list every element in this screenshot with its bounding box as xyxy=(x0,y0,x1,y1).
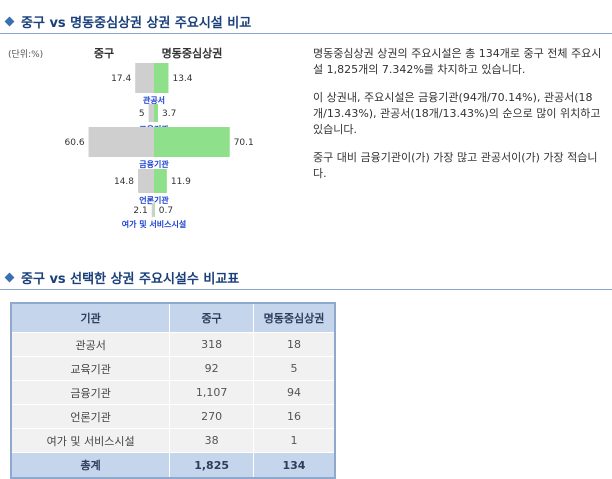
section-title-text: 중구 vs 명동중심상권 상권 주요시설 비교 xyxy=(21,16,252,31)
category-label: 언론기관 xyxy=(139,195,169,205)
table-header-row: 기관 중구 명동중심상권 xyxy=(10,302,336,333)
value-label-junggu: 17.4 xyxy=(111,74,131,84)
description-paragraph-2: 이 상권내, 주요시설은 금융기관(94개/70.14%), 관공서(18개/1… xyxy=(313,91,601,136)
total-district: 134 xyxy=(253,452,336,479)
cell-institution: 교육기관 xyxy=(11,356,171,381)
cell-junggu: 38 xyxy=(169,428,254,453)
bar-district xyxy=(154,63,169,93)
cell-junggu: 1,107 xyxy=(169,380,254,405)
cell-institution: 관공서 xyxy=(11,332,171,357)
cell-district: 1 xyxy=(253,428,336,453)
cell-district: 16 xyxy=(253,404,336,429)
value-label-district: 70.1 xyxy=(234,138,254,148)
cell-junggu: 318 xyxy=(169,332,254,357)
cell-district: 94 xyxy=(253,380,336,405)
table-row: 교육기관 92 5 xyxy=(11,356,336,381)
section-title-text: 중구 vs 선택한 상권 주요시설수 비교표 xyxy=(21,272,240,287)
category-label: 여가 및 서비스시설 xyxy=(122,219,186,228)
unit-label: (단위:%) xyxy=(8,49,43,60)
cell-institution: 금융기관 xyxy=(11,380,171,405)
description-paragraph-3: 중구 대비 금융기관이(가) 가장 많고 관공서이(가) 가장 적습니다. xyxy=(313,151,598,180)
bar-junggu xyxy=(151,203,154,217)
bar-district xyxy=(154,127,230,157)
header-cell-district: 명동중심상권 xyxy=(252,302,336,333)
section-divider xyxy=(0,33,612,34)
value-label-district: 11.9 xyxy=(171,177,191,187)
bar-district xyxy=(154,104,158,122)
value-label-junggu: 14.8 xyxy=(114,177,134,187)
cell-institution: 언론기관 xyxy=(11,404,171,429)
bar-district xyxy=(154,169,167,193)
cell-junggu: 92 xyxy=(169,356,254,381)
left-series-header: 중구 xyxy=(94,47,114,60)
butterfly-bar-chart: (단위:%) 중구 명동중심상권 17.413.4관공서53.7교육기관60.6… xyxy=(8,46,254,228)
value-label-district: 0.7 xyxy=(159,206,173,216)
cell-district: 5 xyxy=(253,356,336,381)
table-row: 언론기관 270 16 xyxy=(11,404,336,429)
bar-district xyxy=(154,203,155,217)
cell-institution: 여가 및 서비스시설 xyxy=(11,428,171,453)
total-junggu: 1,825 xyxy=(169,452,254,479)
cell-district: 18 xyxy=(253,332,336,357)
value-label-junggu: 5 xyxy=(139,109,145,119)
table-total-row: 총계 1,825 134 xyxy=(11,452,336,479)
diamond-bullet-icon xyxy=(4,16,15,27)
bar-junggu xyxy=(88,127,154,157)
right-series-header: 명동중심상권 xyxy=(162,46,223,60)
section-divider xyxy=(0,289,612,290)
header-cell-institution: 기관 xyxy=(10,302,171,333)
value-label-junggu: 60.6 xyxy=(65,138,85,148)
bar-junggu xyxy=(148,104,154,122)
description-paragraph-1: 명동중심상권 상권의 주요시설은 총 134개로 중구 전체 주요시설 1,82… xyxy=(313,47,602,76)
section-title-comparison: 중구 vs 명동중심상권 상권 주요시설 비교 xyxy=(4,12,251,31)
bar-junggu xyxy=(135,63,154,93)
value-label-district: 13.4 xyxy=(172,74,192,84)
table-row: 금융기관 1,107 94 xyxy=(11,380,336,405)
facility-comparison-table: 기관 중구 명동중심상권 관공서 318 18 교육기관 92 5 금융기관 1… xyxy=(10,302,336,479)
category-label: 관공서 xyxy=(143,95,165,105)
value-label-district: 3.7 xyxy=(162,109,176,119)
description-panel: 명동중심상권 상권의 주요시설은 총 134개로 중구 전체 주요시설 1,82… xyxy=(313,46,609,194)
total-label: 총계 xyxy=(11,452,171,479)
table-row: 관공서 318 18 xyxy=(11,332,336,357)
table-row: 여가 및 서비스시설 38 1 xyxy=(11,428,336,453)
value-label-junggu: 2.1 xyxy=(133,206,147,216)
category-label: 금융기관 xyxy=(139,159,169,169)
diamond-bullet-icon xyxy=(4,272,15,283)
section-title-table: 중구 vs 선택한 상권 주요시설수 비교표 xyxy=(4,268,239,287)
cell-junggu: 270 xyxy=(169,404,254,429)
header-cell-junggu: 중구 xyxy=(169,302,254,333)
bar-junggu xyxy=(138,169,154,193)
